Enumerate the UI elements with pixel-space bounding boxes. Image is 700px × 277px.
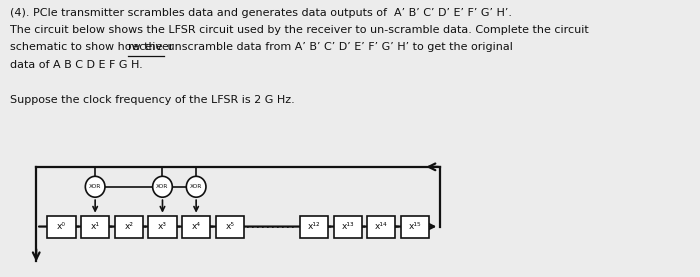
Bar [216, 216, 244, 237]
Text: Suppose the clock frequency of the LFSR is 2 G Hz.: Suppose the clock frequency of the LFSR … [10, 95, 295, 105]
Text: unscramble data from A’ B’ C’ D’ E’ F’ G’ H’ to get the original: unscramble data from A’ B’ C’ D’ E’ F’ G… [164, 42, 513, 52]
Text: x⁴: x⁴ [192, 222, 201, 231]
Bar [48, 216, 76, 237]
Text: x²: x² [125, 222, 133, 231]
Bar [300, 216, 328, 237]
Text: schematic to show how the: schematic to show how the [10, 42, 166, 52]
Text: The circuit below shows the LFSR circuit used by the receiver to un-scramble dat: The circuit below shows the LFSR circuit… [10, 25, 589, 35]
Text: x⁵: x⁵ [225, 222, 234, 231]
Circle shape [186, 176, 206, 197]
Text: (4). PCIe transmitter scrambles data and generates data outputs of  A’ B’ C’ D’ : (4). PCIe transmitter scrambles data and… [10, 8, 512, 18]
Text: XOR: XOR [190, 184, 202, 189]
Text: x³: x³ [158, 222, 167, 231]
Circle shape [153, 176, 172, 197]
Circle shape [85, 176, 105, 197]
Text: receiver: receiver [128, 42, 174, 52]
Text: x¹²: x¹² [308, 222, 321, 231]
Bar [368, 216, 395, 237]
Text: XOR: XOR [89, 184, 102, 189]
Bar [401, 216, 429, 237]
Text: data of A B C D E F G H.: data of A B C D E F G H. [10, 60, 143, 70]
Bar [148, 216, 176, 237]
Text: x¹⁵: x¹⁵ [409, 222, 421, 231]
Text: XOR: XOR [156, 184, 169, 189]
Bar [115, 216, 143, 237]
Text: x¹³: x¹³ [342, 222, 354, 231]
Text: x¹: x¹ [90, 222, 99, 231]
Bar [81, 216, 109, 237]
Text: x¹⁴: x¹⁴ [375, 222, 388, 231]
Text: x⁰: x⁰ [57, 222, 66, 231]
Bar [182, 216, 210, 237]
Bar [334, 216, 362, 237]
